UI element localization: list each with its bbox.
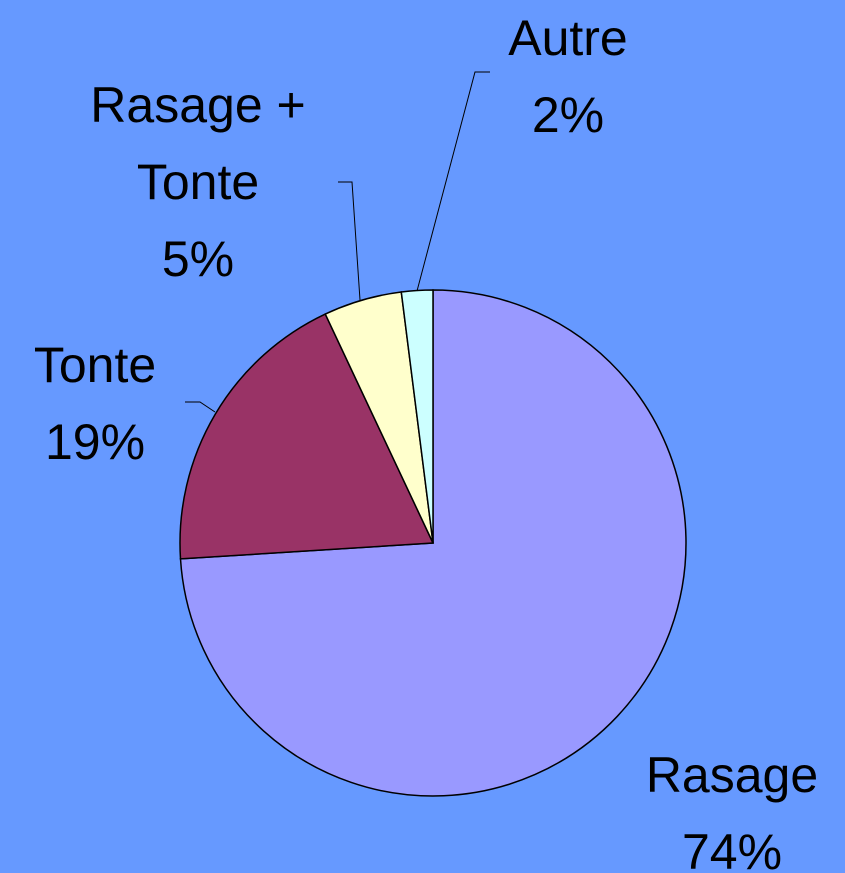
- leader-line: [416, 71, 490, 292]
- label-category: Rasage + Tonte: [90, 77, 306, 210]
- data-label: Rasage 74%: [620, 737, 844, 873]
- label-category: Autre: [508, 10, 628, 66]
- slices: [179, 289, 687, 797]
- label-category: Tonte: [33, 337, 157, 393]
- leader-line: [338, 181, 361, 301]
- label-value: 74%: [681, 824, 783, 873]
- label-value: 2%: [531, 87, 605, 143]
- label-category: Rasage: [645, 747, 819, 803]
- pie-slice: [179, 313, 435, 560]
- data-label: Autre 2%: [468, 0, 668, 154]
- data-label: Tonte 19%: [0, 327, 190, 481]
- label-value: 5%: [161, 231, 235, 287]
- leader-line: [185, 401, 216, 413]
- label-value: 19%: [44, 414, 146, 470]
- data-label: Rasage + Tonte 5%: [48, 67, 348, 298]
